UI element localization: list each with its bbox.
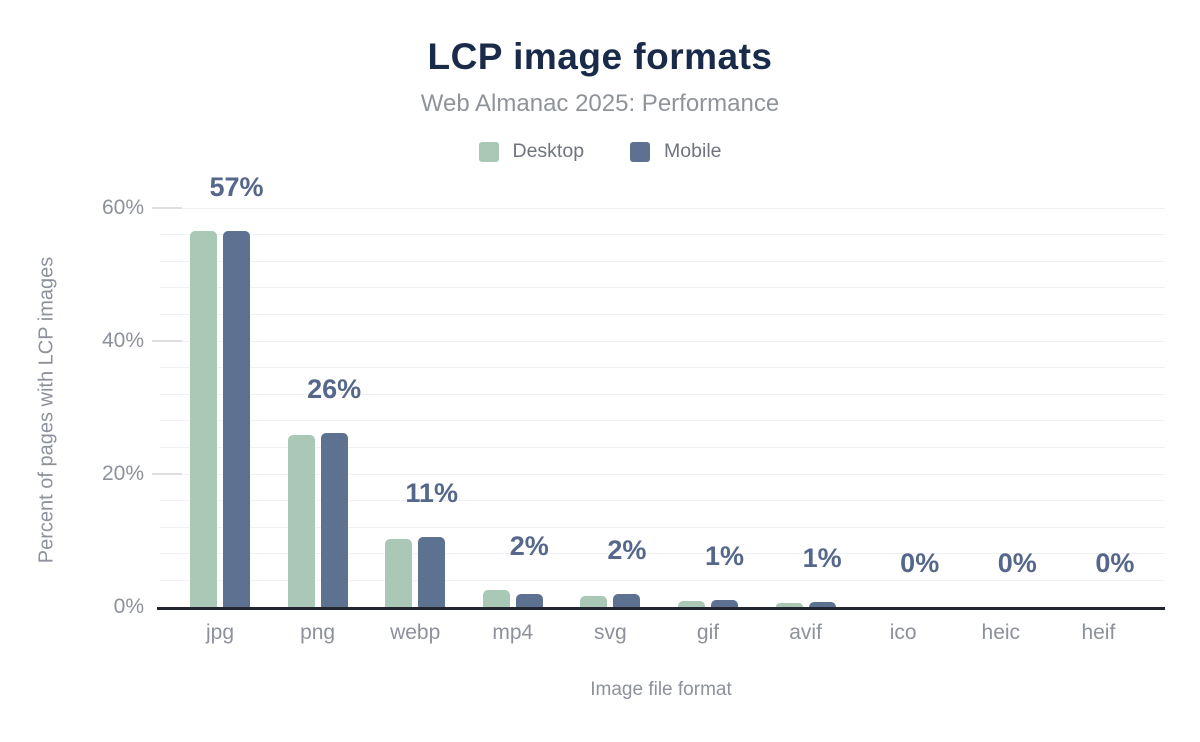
bar-desktop-avif xyxy=(775,603,803,607)
bar-value-label: 11% xyxy=(405,477,458,508)
gridline xyxy=(160,313,1165,315)
bar-desktop-mp4 xyxy=(482,590,510,607)
y-tick-mark xyxy=(152,473,182,475)
bar-value-label: 2% xyxy=(509,531,549,562)
bar-mobile-jpg xyxy=(223,231,250,607)
legend-label-desktop: Desktop xyxy=(512,140,585,162)
gridline xyxy=(160,526,1165,528)
desktop-swatch-icon xyxy=(478,141,499,162)
bar-value-label: 1% xyxy=(704,541,745,572)
y-tick-label: 20% xyxy=(101,462,144,485)
bar-mobile-png xyxy=(320,433,348,607)
gridline xyxy=(160,367,1165,369)
x-tick-label: heic xyxy=(981,621,1021,644)
legend-item-desktop: Desktop xyxy=(478,140,585,163)
legend-item-mobile: Mobile xyxy=(630,140,722,163)
gridline xyxy=(160,420,1165,422)
x-tick-label: webp xyxy=(390,621,441,644)
x-tick-label: gif xyxy=(696,621,720,644)
legend-label-mobile: Mobile xyxy=(664,140,722,162)
bar-value-label: 0% xyxy=(997,548,1037,578)
bar-desktop-svg xyxy=(580,595,608,607)
gridline xyxy=(160,207,1165,209)
gridline xyxy=(160,473,1165,475)
x-axis-title: Image file format xyxy=(590,679,732,700)
bar-mobile-avif xyxy=(808,602,836,607)
x-tick-label: avif xyxy=(789,621,822,644)
bar-mobile-webp xyxy=(418,536,446,607)
gridline xyxy=(160,260,1165,262)
y-tick-mark xyxy=(152,340,182,342)
gridline xyxy=(160,393,1165,395)
mobile-swatch-icon xyxy=(630,141,651,162)
y-tick-label: 40% xyxy=(101,329,144,352)
chart-title: LCP image formats xyxy=(427,36,773,77)
bar-desktop-gif xyxy=(678,601,705,607)
x-tick-label: svg xyxy=(594,621,627,644)
bar-value-label: 0% xyxy=(1095,548,1135,578)
x-tick-label: heif xyxy=(1081,621,1116,644)
bar-value-label: 1% xyxy=(802,543,842,574)
x-tick-label: mp4 xyxy=(492,621,534,644)
legend: Desktop Mobile xyxy=(0,140,1200,163)
gridline xyxy=(160,446,1165,448)
x-tick-label: ico xyxy=(889,621,917,644)
gridline xyxy=(160,500,1165,502)
gridline xyxy=(160,234,1165,236)
gridline xyxy=(160,553,1165,555)
y-tick-label: 0% xyxy=(113,595,144,618)
x-tick-label: png xyxy=(300,621,336,644)
gridline xyxy=(160,287,1165,289)
chart-subtitle: Web Almanac 2025: Performance xyxy=(420,90,780,117)
bar-value-label: 2% xyxy=(607,535,647,566)
bar-value-label: 0% xyxy=(900,548,940,578)
bar-desktop-png xyxy=(287,435,315,607)
x-tick-label: jpg xyxy=(205,621,235,644)
y-tick-label: 60% xyxy=(101,196,144,219)
gridline xyxy=(160,579,1165,581)
bar-mobile-gif xyxy=(711,600,738,607)
bar-mobile-mp4 xyxy=(515,593,543,607)
gridline xyxy=(160,340,1165,342)
x-axis-line xyxy=(157,606,1165,610)
bar-value-label: 57% xyxy=(209,172,264,203)
y-tick-mark xyxy=(152,207,182,209)
bar-desktop-webp xyxy=(385,539,413,607)
bar-mobile-svg xyxy=(613,594,641,607)
bar-desktop-jpg xyxy=(190,231,217,607)
bar-value-label: 26% xyxy=(307,374,362,405)
